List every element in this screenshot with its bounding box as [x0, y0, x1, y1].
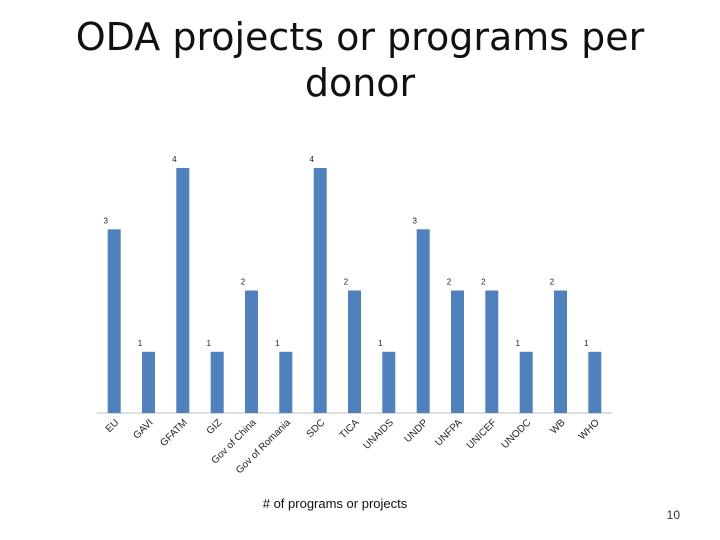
category-label: GIZ — [205, 417, 225, 437]
bar-eu — [107, 229, 121, 414]
category-label: UNFPA — [433, 417, 464, 448]
bar-wb — [554, 290, 567, 413]
data-label: 1 — [378, 339, 383, 348]
bar-gavi — [142, 351, 155, 414]
category-label: EU — [104, 417, 122, 435]
bar-unaids — [382, 351, 396, 414]
bars-group — [107, 168, 602, 414]
bar-gov-of-romania — [279, 351, 293, 414]
data-label: 1 — [138, 339, 143, 348]
category-label: SDC — [305, 417, 328, 440]
category-label: UNODC — [500, 417, 534, 451]
bar-sdc — [313, 168, 327, 413]
bar-tica — [348, 290, 361, 413]
category-label: UNDP — [403, 417, 431, 445]
category-label: WHO — [577, 417, 602, 442]
category-label: TICA — [338, 417, 362, 441]
data-label: 3 — [103, 216, 108, 225]
bar-undp — [416, 229, 430, 414]
data-label: 1 — [275, 339, 280, 348]
data-label: 2 — [550, 278, 555, 287]
data-label: 2 — [481, 278, 486, 287]
data-label: 2 — [447, 278, 452, 287]
bar-giz — [210, 351, 224, 414]
bar-unodc — [519, 351, 533, 414]
slide-title: ODA projects or programs per donor — [75, 15, 645, 105]
bar-gfatm — [176, 168, 190, 413]
data-label: 1 — [584, 339, 589, 348]
bar-gov-of-china — [245, 290, 258, 413]
category-label: GAVI — [131, 417, 155, 441]
data-label: 3 — [412, 216, 417, 225]
data-label: 1 — [515, 339, 520, 348]
category-label: UNAIDS — [361, 417, 396, 452]
data-label: 2 — [241, 278, 246, 287]
data-label: 1 — [206, 339, 211, 348]
bar-unfpa — [451, 290, 464, 413]
category-label: UNICEF — [465, 417, 499, 451]
data-label: 4 — [309, 155, 314, 164]
data-label: 4 — [172, 155, 177, 164]
data-labels-group: 3 1 4 1 2 1 4 2 1 3 2 2 1 2 1 — [103, 155, 589, 348]
data-label: 2 — [344, 278, 349, 287]
bar-unicef — [485, 290, 499, 413]
page-number: 10 — [666, 508, 680, 522]
bar-who — [588, 351, 602, 414]
x-axis-title: # of programs or projects — [262, 496, 408, 511]
category-label: WB — [548, 417, 567, 436]
category-label: GFATM — [158, 417, 190, 449]
